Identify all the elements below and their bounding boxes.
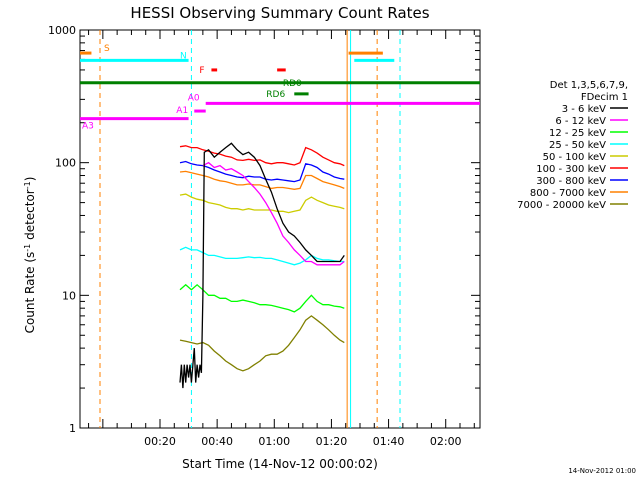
series-line-3-6-kev bbox=[179, 142, 345, 389]
flag-label-rd0: RD0 bbox=[283, 79, 302, 89]
legend-label: 300 - 800 keV bbox=[536, 176, 606, 187]
x-tick-label: 01:40 bbox=[373, 435, 405, 448]
legend-label: 100 - 300 keV bbox=[536, 164, 606, 175]
flag-label-a3: A3 bbox=[82, 122, 94, 132]
series-line-50-100-kev bbox=[179, 193, 345, 214]
series-line-7000-20000-kev bbox=[179, 315, 345, 372]
y-tick-label: 10 bbox=[62, 289, 76, 302]
legend-label: 12 - 25 keV bbox=[549, 128, 606, 139]
series-line-25-50-kev bbox=[179, 246, 345, 266]
flag-label-a1: A1 bbox=[176, 106, 188, 116]
flag-label-n: N bbox=[180, 51, 187, 61]
flag-label-a0: A0 bbox=[188, 93, 200, 103]
x-tick-label: 00:20 bbox=[144, 435, 176, 448]
legend-label: 3 - 6 keV bbox=[562, 104, 606, 115]
plot-frame bbox=[79, 29, 481, 429]
x-tick-label: 01:20 bbox=[316, 435, 348, 448]
flag-label-s: S bbox=[104, 44, 110, 54]
y-tick-label: 1000 bbox=[48, 24, 76, 37]
series-line-800-7000-kev bbox=[179, 170, 345, 190]
footer-timestamp: 14-Nov-2012 01:00 bbox=[568, 467, 636, 475]
legend-label: 25 - 50 keV bbox=[549, 140, 606, 151]
x-tick-label: 00:40 bbox=[201, 435, 233, 448]
legend-label: 50 - 100 keV bbox=[543, 152, 607, 163]
plot-area: 1 10 100 1000 00:20 00:40 01:00 01:20 01:40 02:00… bbox=[48, 24, 481, 448]
series-line-300-800-kev bbox=[179, 160, 345, 183]
x-tick-label: 02:00 bbox=[430, 435, 462, 448]
series-line-12-25-kev bbox=[179, 283, 345, 313]
flag-label-f: F bbox=[199, 66, 204, 76]
x-tick-label: 01:00 bbox=[258, 435, 290, 448]
series-line-6-12-kev bbox=[202, 161, 345, 266]
legend-label: 6 - 12 keV bbox=[555, 116, 606, 127]
flag-label-rd6: RD6 bbox=[266, 90, 285, 100]
chart-title: HESSI Observing Summary Count Rates bbox=[130, 4, 429, 22]
x-axis-label: Start Time (14-Nov-12 00:00:02) bbox=[182, 457, 378, 471]
legend-header: FDecim 1 bbox=[581, 92, 628, 103]
legend-label: 800 - 7000 keV bbox=[530, 188, 606, 199]
y-tick-label: 100 bbox=[55, 157, 76, 170]
y-axis-label: Count Rate (s-1 detector-1) bbox=[23, 177, 37, 334]
y-tick-label: 1 bbox=[69, 422, 76, 435]
legend-label: 7000 - 20000 keV bbox=[517, 200, 606, 211]
legend-header: Det 1,3,5,6,7,9, bbox=[550, 80, 628, 91]
